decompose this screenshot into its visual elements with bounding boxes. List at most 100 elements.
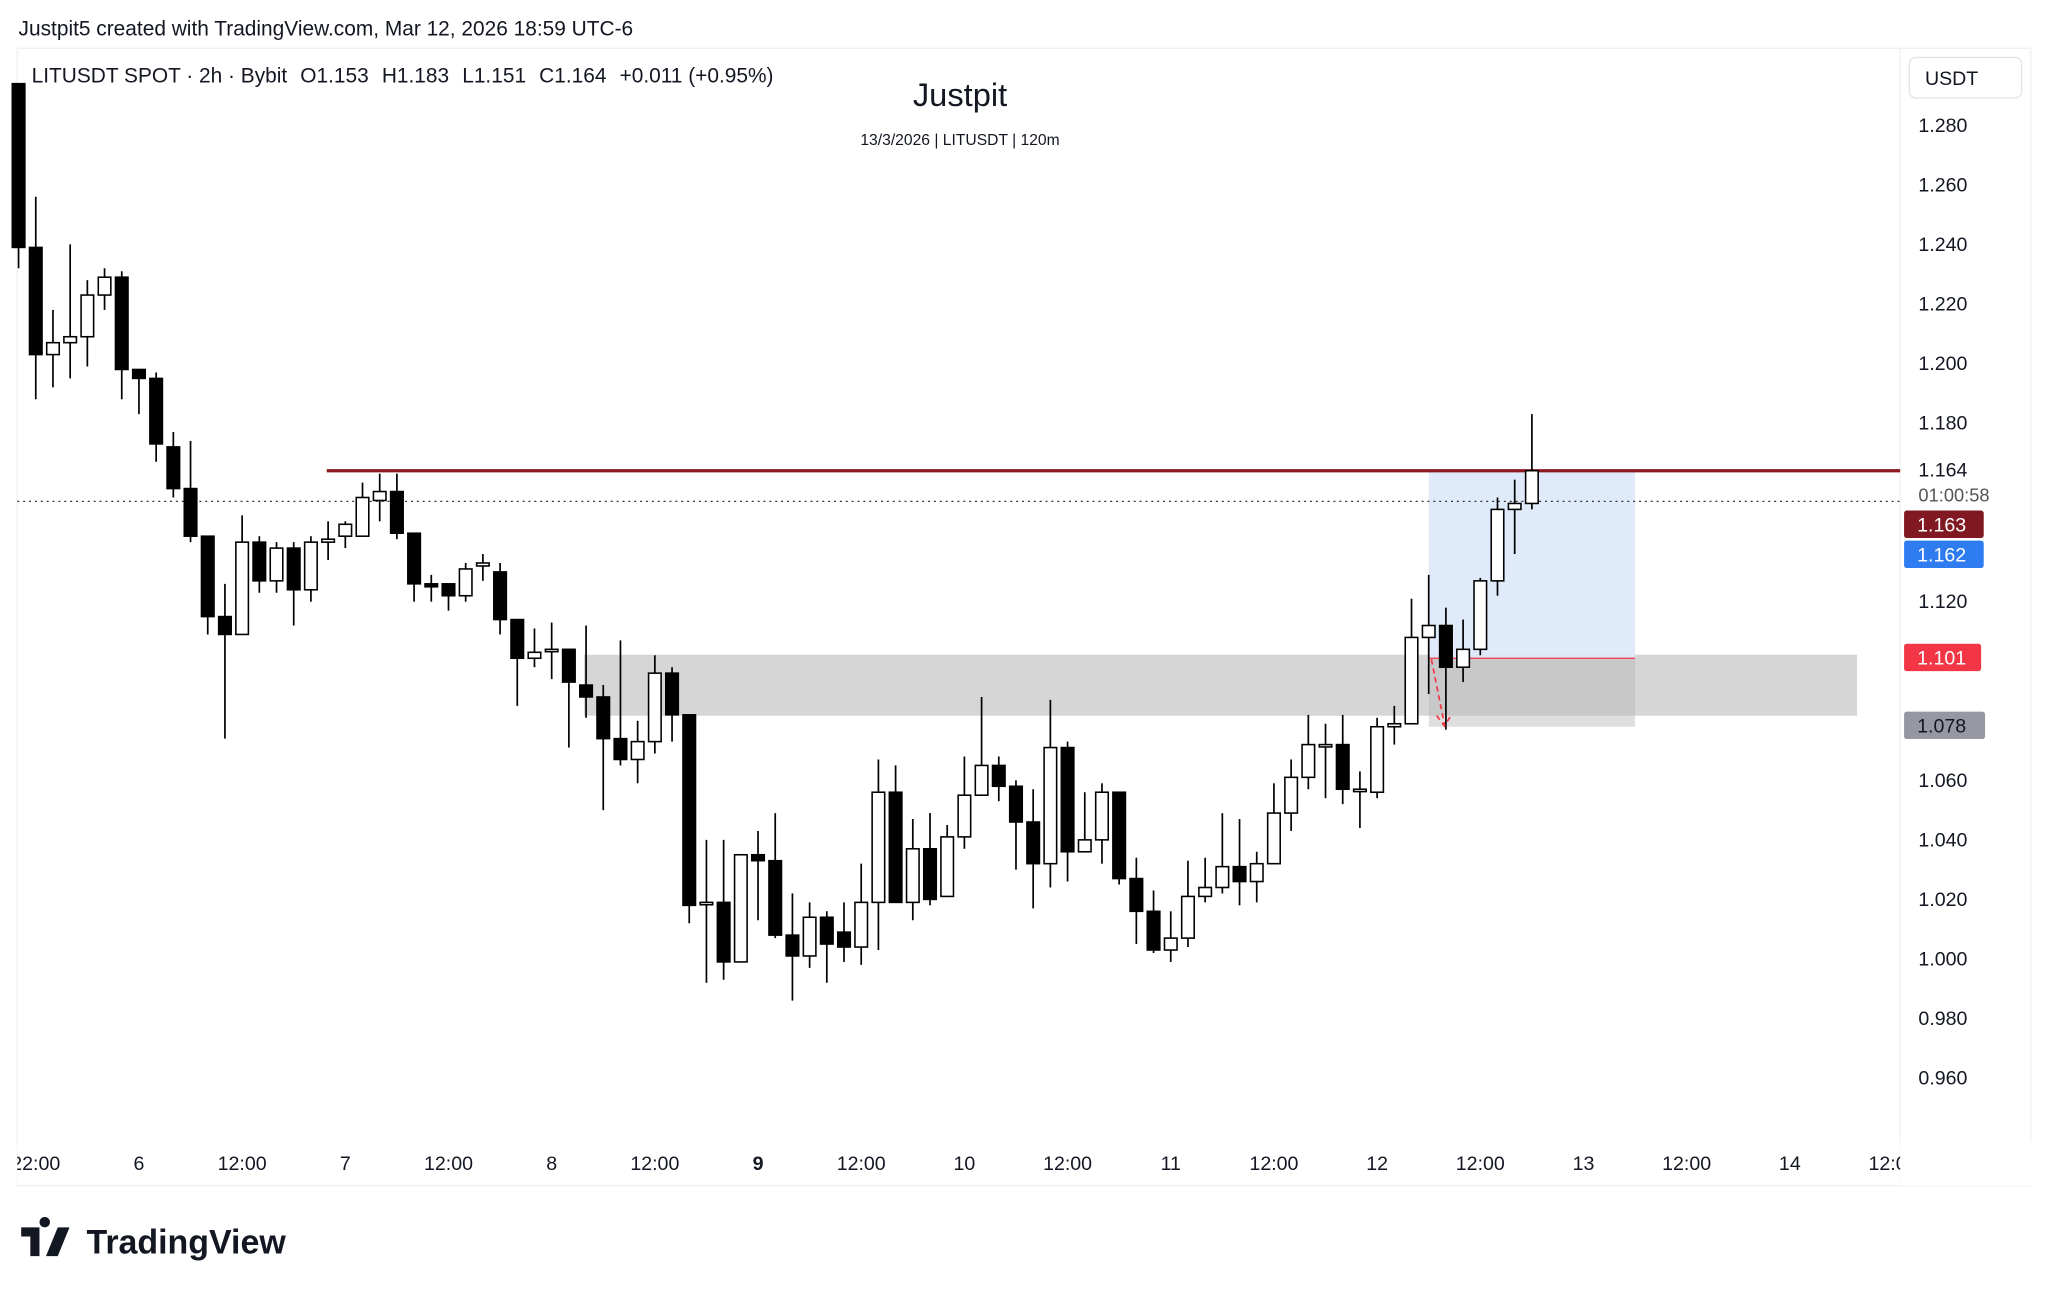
candle — [647, 655, 662, 754]
candle-body — [510, 618, 525, 660]
candle — [80, 280, 95, 367]
candle-body — [785, 934, 800, 957]
currency-button[interactable]: USDT — [1908, 56, 2023, 99]
candle-body — [166, 446, 181, 490]
legend-symbol: LITUSDT SPOT · 2h · Bybit — [32, 64, 288, 87]
candle-body — [1077, 839, 1092, 853]
candle-body — [527, 651, 542, 660]
candle-body — [131, 368, 146, 380]
candle-body — [200, 535, 215, 618]
candle — [424, 574, 439, 602]
candle-body — [871, 791, 886, 904]
candle — [1129, 857, 1144, 945]
candle — [1026, 789, 1041, 909]
time-tick-label: 22:00 — [11, 1153, 60, 1175]
candle-body — [407, 532, 422, 585]
candle — [750, 830, 766, 921]
candle — [527, 628, 542, 668]
demand-zone — [583, 654, 1858, 716]
candle-body — [579, 684, 594, 698]
candle-body — [1524, 469, 1539, 505]
countdown-label: 01:00:58 — [1918, 484, 1989, 505]
candle — [114, 271, 129, 400]
price-tag-2: 1.162 — [1904, 540, 1984, 569]
candle-body — [1490, 508, 1505, 582]
candle-body — [1301, 743, 1316, 779]
candle — [63, 244, 78, 379]
price-tag-4: 1.078 — [1904, 711, 1986, 740]
candle-body — [355, 496, 370, 537]
candle — [200, 535, 215, 635]
price-tick-label: 1.280 — [1918, 115, 1967, 137]
price-tick-label: 1.180 — [1918, 413, 1967, 435]
svg-text:1.078: 1.078 — [1917, 716, 1966, 738]
candle-body — [544, 648, 559, 653]
candle — [45, 309, 61, 388]
price-tick-label: 1.060 — [1918, 770, 1967, 792]
long-position-stop-area — [1428, 658, 1636, 727]
time-tick-label: 12:00 — [837, 1153, 886, 1175]
candle-body — [303, 541, 318, 591]
tradingview-logo-icon — [21, 1216, 70, 1257]
candle-body — [1180, 895, 1196, 939]
price-tick-label: 1.220 — [1918, 294, 1967, 316]
candle — [28, 196, 43, 400]
candle — [596, 685, 611, 811]
candle — [1043, 699, 1058, 888]
candle — [252, 536, 267, 593]
candle — [338, 521, 353, 549]
candle — [871, 759, 886, 951]
candle-body — [768, 859, 783, 936]
dashed-arrow-icon — [1430, 659, 1452, 728]
candle-body — [1266, 812, 1281, 865]
candle — [544, 622, 559, 680]
candle — [1077, 792, 1092, 853]
candles-group — [11, 82, 1539, 1001]
candle — [1060, 741, 1075, 882]
candle — [1421, 574, 1436, 694]
candle — [303, 536, 318, 602]
candle-body — [1198, 886, 1213, 898]
candle — [561, 648, 576, 748]
candle — [974, 696, 989, 796]
candle-body — [888, 791, 903, 904]
time-tick-label: 8 — [546, 1153, 557, 1175]
candle — [166, 431, 181, 498]
price-tick-label: 0.980 — [1918, 1008, 1967, 1030]
price-axis[interactable]: 1.280 1.260 1.240 1.220 1.200 1.180 1.120 1.060… — [1918, 115, 1967, 1090]
candle — [836, 902, 852, 962]
candle-body — [1335, 743, 1350, 791]
candle-body — [682, 714, 697, 907]
price-tick-label: 1.240 — [1918, 234, 1967, 256]
candle-body — [1387, 722, 1402, 728]
candle — [1215, 813, 1230, 894]
candle-body — [1043, 746, 1058, 865]
candle — [355, 482, 370, 537]
candle — [1094, 783, 1110, 864]
candle — [1198, 857, 1213, 903]
candle-body — [974, 764, 989, 796]
candle — [458, 562, 473, 602]
candle-body — [1060, 746, 1075, 853]
axis-left-mask — [0, 1142, 18, 1186]
candle-body — [1026, 821, 1041, 865]
candle — [664, 667, 680, 742]
candle-body — [699, 901, 714, 906]
time-axis[interactable]: 22:00 6 12:00 7 12:00 8 12:00 9 12:00 10 12:00 11 12… — [0, 1142, 2048, 1186]
candle — [579, 625, 594, 718]
candle — [1524, 414, 1539, 510]
svg-text:TradingView: TradingView — [86, 1224, 286, 1262]
candle — [630, 720, 645, 784]
candle — [905, 819, 920, 921]
candle — [1008, 780, 1024, 870]
candle-body — [647, 672, 662, 743]
candle — [888, 765, 903, 904]
candle-body — [905, 848, 920, 904]
candle — [269, 542, 284, 593]
candle — [1370, 717, 1385, 799]
candle — [819, 911, 834, 983]
candle — [1352, 771, 1367, 828]
candle — [854, 863, 869, 965]
